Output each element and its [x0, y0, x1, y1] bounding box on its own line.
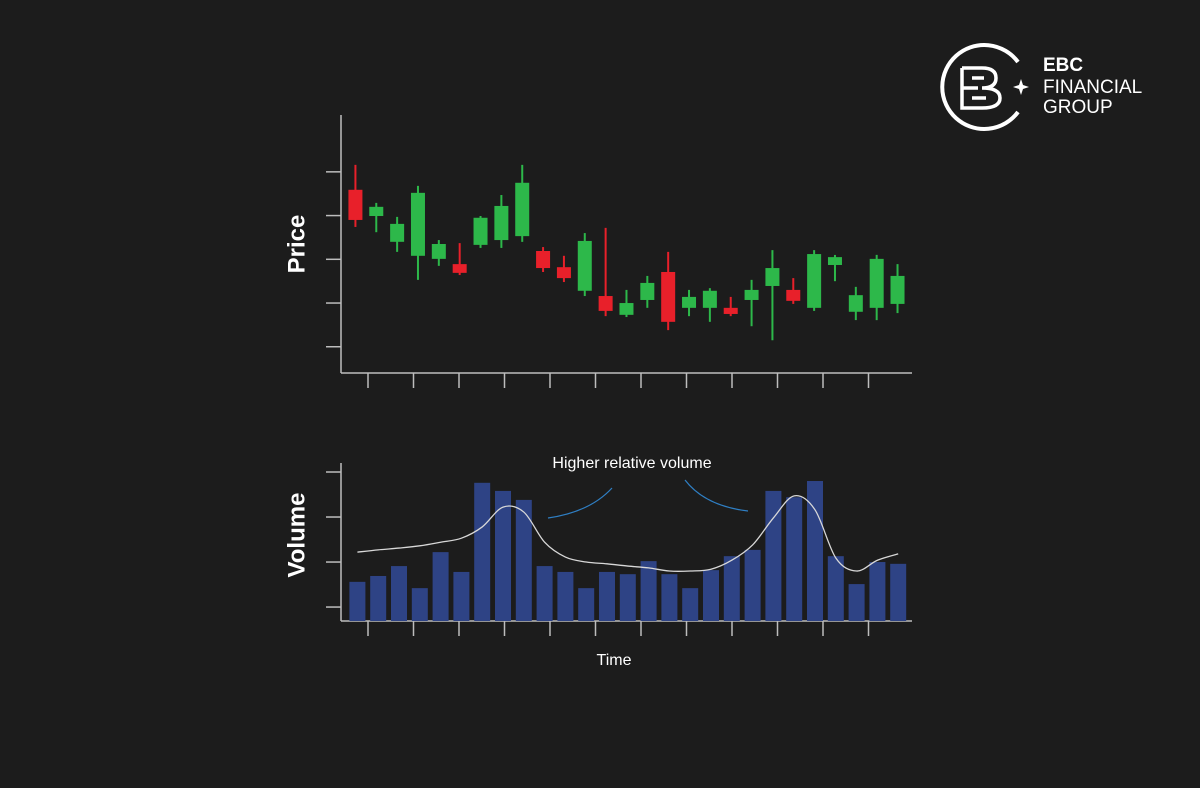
- candle-body: [807, 254, 822, 308]
- candle-body: [848, 295, 863, 312]
- volume-bar: [682, 588, 699, 621]
- candle-body: [598, 296, 613, 311]
- candle-body: [869, 258, 884, 308]
- candle-body: [723, 307, 738, 314]
- volume-bar: [786, 497, 803, 621]
- candle-body: [577, 240, 592, 291]
- annotation-arrow: [684, 479, 749, 512]
- logo-ring: [940, 43, 1020, 131]
- volume-bar: [349, 581, 366, 621]
- volume-bar: [453, 571, 470, 621]
- volume-bar: [807, 481, 823, 621]
- candle-body: [473, 217, 488, 245]
- candle-body: [744, 289, 759, 300]
- brand-line: GROUP: [1043, 97, 1113, 118]
- volume-bar: [848, 584, 865, 621]
- annotation-arrow: [547, 487, 613, 519]
- volume-bar: [827, 556, 844, 621]
- x-axis-label: Time: [597, 652, 632, 669]
- logo-sparkle: [1013, 79, 1029, 95]
- volume-bar: [391, 566, 407, 621]
- logo-glyph: [960, 66, 1002, 110]
- volume-bar: [557, 571, 574, 621]
- volume-bar: [640, 561, 657, 621]
- brand-line: EBC: [1043, 55, 1083, 76]
- candle-body: [556, 267, 571, 279]
- brand-logo: EBC FINANCIAL GROUP: [940, 43, 1142, 131]
- volume-bar: [536, 566, 553, 621]
- volume-bar: [432, 552, 449, 621]
- volume-bar: [578, 588, 595, 621]
- candle-body: [619, 303, 634, 315]
- volume-bar: [411, 588, 428, 621]
- volume-bar: [723, 556, 740, 621]
- candle-body: [494, 205, 509, 241]
- volume-bar: [890, 563, 907, 621]
- candle-body: [431, 244, 446, 259]
- plots: [326, 115, 912, 636]
- candle-body: [640, 282, 655, 300]
- candle-body: [661, 271, 676, 322]
- candle-body: [348, 189, 363, 220]
- candle-body: [452, 264, 467, 273]
- y-axis-label: Volume: [283, 493, 310, 578]
- volume-bar: [661, 574, 678, 621]
- candle-body: [515, 182, 530, 237]
- candle-body: [765, 268, 780, 286]
- annotation: Higher relative volume: [552, 455, 711, 472]
- volume-bar: [599, 571, 615, 621]
- volume-bar: [474, 482, 491, 621]
- candle-body: [827, 257, 842, 265]
- candle-body: [786, 289, 801, 301]
- candle-body: [682, 296, 697, 308]
- volume-bar: [515, 499, 532, 621]
- candle-body: [702, 290, 717, 308]
- candle-body: [890, 275, 905, 304]
- volume-bar: [703, 570, 719, 621]
- volume-bar: [744, 549, 761, 621]
- y-axis-label: Price: [283, 215, 310, 274]
- relative-volume-line: [357, 494, 899, 572]
- volume-bar: [370, 575, 387, 621]
- candle-body: [369, 206, 384, 217]
- candle-body: [536, 250, 551, 269]
- volume-bar: [495, 490, 511, 621]
- volume-bar: [869, 562, 886, 621]
- volume-bar: [619, 574, 636, 621]
- brand-line: FINANCIAL: [1043, 77, 1142, 98]
- candle-body: [410, 192, 425, 256]
- candle-body: [390, 223, 405, 242]
